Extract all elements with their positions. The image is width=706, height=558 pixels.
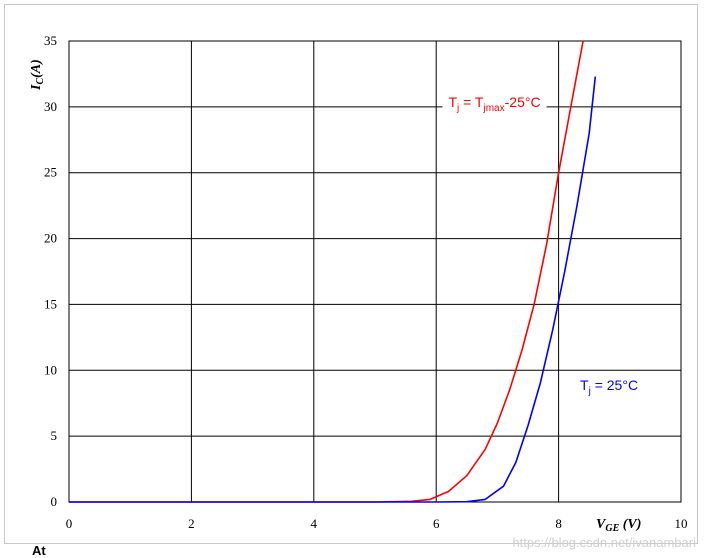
x-axis-title-box: VGE (V): [592, 512, 648, 534]
y-tick-label: 10: [44, 362, 57, 377]
y-tick-label: 0: [51, 494, 58, 509]
x-tick-label: 4: [311, 516, 318, 531]
x-tick-label: 0: [66, 516, 73, 531]
chart-frame: [4, 4, 698, 544]
y-tick-label: 25: [44, 165, 57, 180]
series-group: [69, 40, 597, 503]
x-tick-label: 10: [675, 516, 688, 531]
x-tick-label: 2: [188, 516, 195, 531]
annotations: Tj = Tjmax-25°C Tj = 25°C: [442, 89, 645, 402]
annotation-2: Tj = 25°C: [580, 377, 638, 397]
series-line-1: [69, 40, 584, 503]
y-tick-label: 5: [51, 428, 58, 443]
x-tick-label: 6: [433, 516, 440, 531]
plot-border: [68, 40, 682, 503]
annotation-bg-1: [442, 89, 547, 118]
y-tick-label: 15: [44, 296, 57, 311]
series-line-2: [69, 76, 597, 503]
corner-text: At: [32, 543, 46, 558]
y-axis-title: IC(A): [29, 59, 46, 91]
x-tick-label: 8: [555, 516, 562, 531]
tick-labels: 0 2 4 6 8 10 0 5 10 15 20 25 30 35: [44, 33, 688, 531]
grid: [68, 40, 682, 503]
x-axis-title: VGE (V): [596, 517, 641, 534]
y-tick-label: 20: [44, 231, 57, 246]
y-tick-label: 35: [44, 33, 57, 48]
annotation-bg-2: [574, 373, 645, 402]
annotation-1: Tj = Tjmax-25°C: [448, 94, 540, 114]
watermark: https://blog.csdn.net/ivanambari: [512, 535, 696, 550]
y-tick-label: 30: [44, 99, 57, 114]
